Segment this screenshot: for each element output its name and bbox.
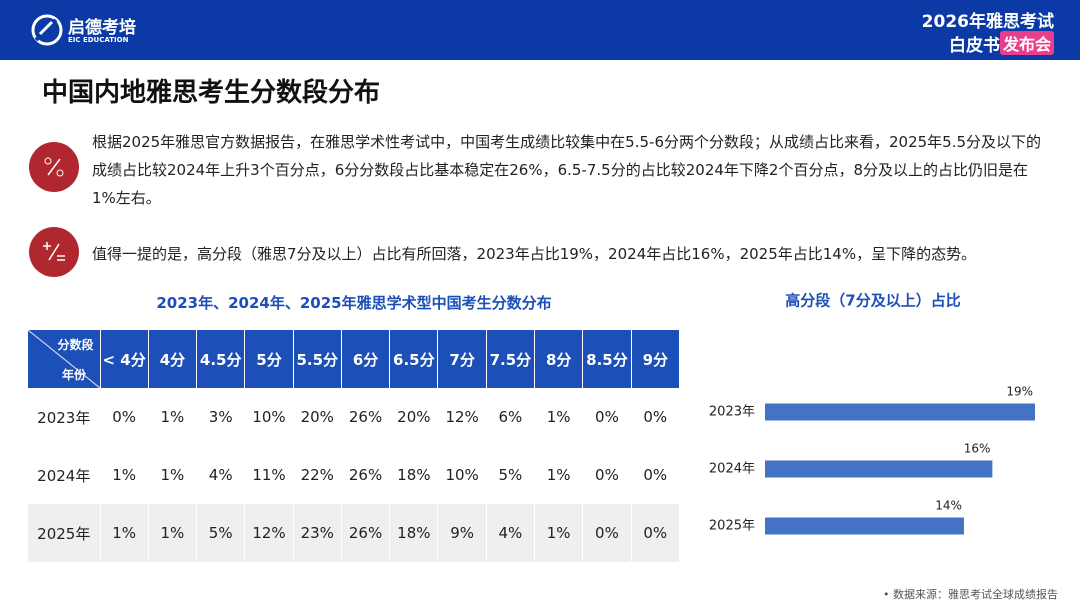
table-cell: 1% — [100, 446, 149, 504]
table-row: 2025年 1% 1% 5% 12% 23% 26% 18% 9% 4% 1% 0% 0% — [28, 504, 681, 562]
row-header: 2025年 — [28, 504, 101, 562]
table-cell: 20% — [293, 388, 342, 446]
page-title: 中国内地雅思考生分数段分布 — [42, 78, 381, 108]
column-header: 4分 — [148, 330, 198, 388]
operator-icon — [29, 227, 79, 277]
column-header: 7.5分 — [486, 330, 536, 388]
header-row: 分数段 年份 < 4分 4分 4.5分 5分 5.5分 6分 6.5分 7分 7.5分 8分 8.5分 9… — [28, 330, 681, 388]
table-row: 2023年 0% 1% 3% 10% 20% 26% 20% 12% 6% 1% 0% 0% — [28, 388, 681, 446]
column-header: < 4分 — [100, 330, 149, 388]
logo-text: 启德考培 — [68, 18, 136, 38]
table-cell: 26% — [341, 446, 391, 504]
paragraph: 根据2025年雅思官方数据报告，在雅思学术性考试中，中国考生成绩比较集中在5.5… — [92, 133, 1042, 207]
table-cell: 4% — [486, 504, 536, 562]
source-text: 数据来源：雅思考试全球成绩报告 — [893, 588, 1058, 601]
chart-title: 高分段（7分及以上）占比 — [785, 292, 960, 310]
table-cell: 26% — [341, 388, 391, 446]
table-title: 2023年、2024年、2025年雅思学术型中国考生分数分布 — [156, 294, 552, 312]
table-cell: 1% — [148, 446, 198, 504]
source-note: • 数据来源：雅思考试全球成绩报告 — [883, 588, 1058, 601]
table-cell: 0% — [582, 446, 632, 504]
corner-top: 分数段 — [57, 338, 94, 352]
table-cell: 12% — [244, 504, 294, 562]
table-cell: 0% — [631, 504, 681, 562]
score-table: 分数段 年份 < 4分 4分 4.5分 5分 5.5分 6分 6.5分 7分 7.5分 8分 8.5分 9… — [28, 330, 681, 562]
table-cell: 18% — [389, 446, 439, 504]
column-header: 4.5分 — [196, 330, 246, 388]
table-cell: 0% — [582, 388, 632, 446]
row-header: 2024年 — [28, 446, 101, 504]
table-cell: 0% — [100, 388, 149, 446]
table-cell: 6% — [486, 388, 536, 446]
table-cell: 10% — [437, 446, 487, 504]
column-header: 9分 — [631, 330, 681, 388]
value-label: 16% — [964, 442, 991, 456]
table-cell: 1% — [100, 504, 149, 562]
column-header: 8分 — [534, 330, 584, 388]
table-cell: 4% — [196, 446, 246, 504]
table-cell: 1% — [534, 388, 584, 446]
category-label: 2023年 — [709, 405, 755, 420]
bar — [765, 460, 993, 478]
column-header: 5分 — [244, 330, 294, 388]
category-label: 2025年 — [709, 519, 755, 534]
table-cell: 11% — [244, 446, 294, 504]
row-header: 2023年 — [28, 388, 101, 446]
logo-subtext: EIC EDUCATION — [68, 36, 129, 44]
table-cell: 10% — [244, 388, 294, 446]
bar — [765, 403, 1035, 421]
value-label: 19% — [1006, 385, 1033, 399]
table-row: 2024年 1% 1% 4% 11% 22% 26% 18% 10% 5% 1% 0% 0% — [28, 446, 681, 504]
paragraph: 值得一提的是，高分段（雅思7分及以上）占比有所回落，2023年占比19%，202… — [92, 245, 977, 263]
column-header: 8.5分 — [582, 330, 632, 388]
table-cell: 23% — [293, 504, 342, 562]
header-bar: 启德考培 EIC EDUCATION 2026年雅思考试 白皮书 发布会 — [0, 0, 1080, 60]
table-cell: 1% — [534, 504, 584, 562]
table-cell: 20% — [389, 388, 439, 446]
table-cell: 0% — [631, 388, 681, 446]
column-header: 6.5分 — [389, 330, 439, 388]
fraction-icon — [29, 142, 79, 192]
column-header: 6分 — [341, 330, 391, 388]
table-cell: 22% — [293, 446, 342, 504]
event-title: 2026年雅思考试 — [921, 12, 1054, 32]
event-subtitle: 白皮书 — [949, 36, 1000, 56]
table-cell: 12% — [437, 388, 487, 446]
event-tag: 发布会 — [999, 31, 1054, 55]
table-cell: 3% — [196, 388, 246, 446]
table-cell: 1% — [534, 446, 584, 504]
corner-cell: 分数段 年份 — [28, 330, 101, 388]
table-cell: 5% — [196, 504, 246, 562]
chart: 高分段（7分及以上）占比 2023年 19% 2024年 16% 2025年 14% — [709, 292, 1035, 535]
table-cell: 18% — [389, 504, 439, 562]
value-label: 14% — [935, 499, 962, 513]
column-header: 5.5分 — [293, 330, 342, 388]
logo-icon — [31, 14, 63, 46]
column-header: 7分 — [437, 330, 487, 388]
table-cell: 5% — [486, 446, 536, 504]
corner-bottom: 年份 — [62, 368, 87, 382]
table-cell: 26% — [341, 504, 391, 562]
table-cell: 0% — [582, 504, 632, 562]
bar — [765, 517, 964, 535]
table-cell: 1% — [148, 388, 198, 446]
table-cell: 1% — [148, 504, 198, 562]
table-cell: 9% — [437, 504, 487, 562]
category-label: 2024年 — [709, 462, 755, 477]
table-cell: 0% — [631, 446, 681, 504]
